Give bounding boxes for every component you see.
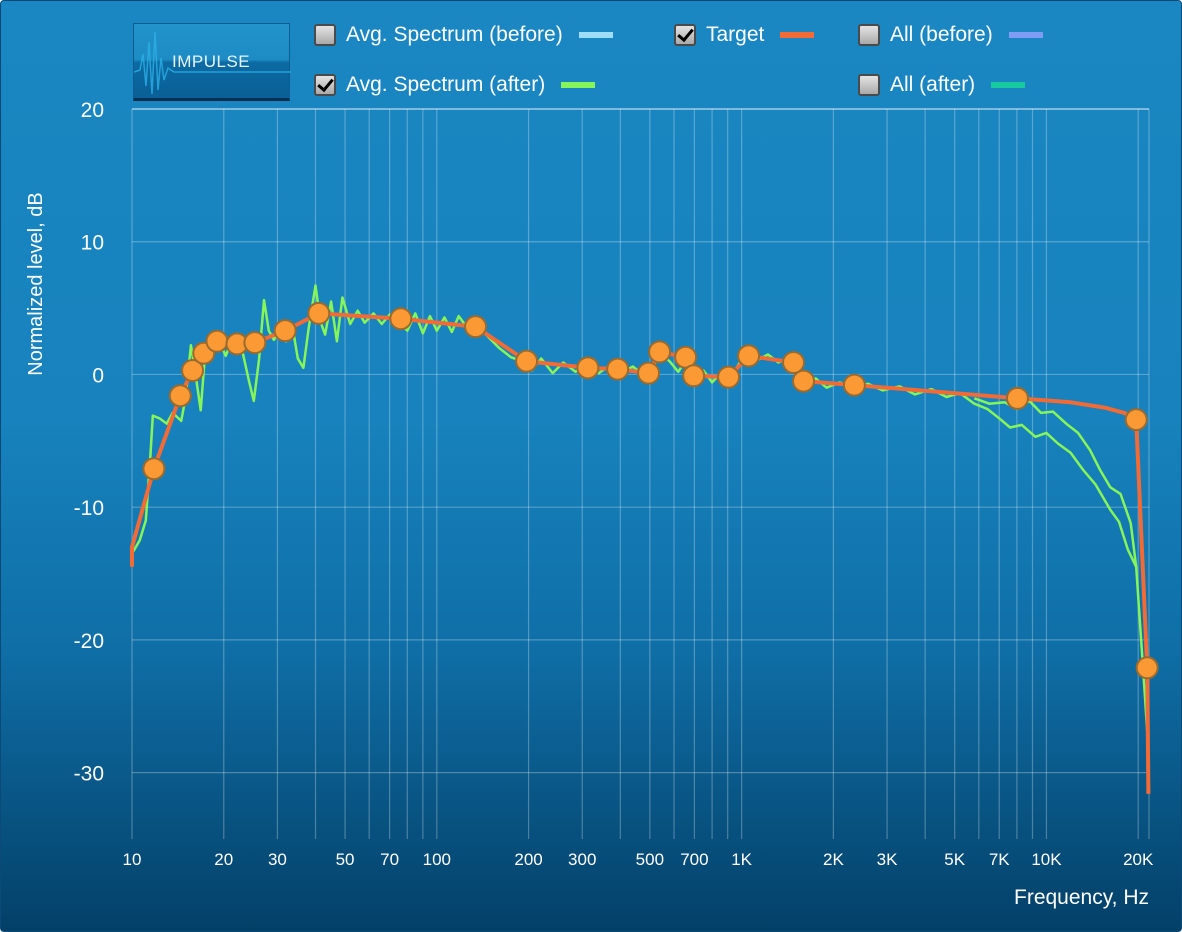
x-tick-label: 2K xyxy=(823,850,844,869)
target-control-point[interactable] xyxy=(273,319,297,343)
y-tick-label: -10 xyxy=(74,497,104,520)
target-curve xyxy=(130,311,1151,794)
target-control-point[interactable] xyxy=(307,301,331,325)
target-control-point[interactable] xyxy=(515,349,539,373)
target-control-point[interactable] xyxy=(606,357,630,381)
target-control-point[interactable] xyxy=(717,365,741,389)
legend-avg-before[interactable]: Avg. Spectrum (before) xyxy=(314,23,613,47)
legend-label: Avg. Spectrum (before) xyxy=(346,23,563,46)
target-control-point[interactable] xyxy=(576,356,600,380)
legend-swatch xyxy=(1008,32,1043,38)
x-tick-label: 10 xyxy=(123,850,142,869)
legend-avg-after[interactable]: Avg. Spectrum (after) xyxy=(314,73,596,97)
y-tick-label: -30 xyxy=(74,763,104,786)
y-tick-label: 0 xyxy=(92,364,104,387)
target-control-point[interactable] xyxy=(243,331,267,355)
legend-swatch xyxy=(578,32,613,38)
legend-label: All (before) xyxy=(890,23,993,46)
x-tick-label: 5K xyxy=(944,850,965,869)
target-control-point[interactable] xyxy=(142,457,166,481)
legend-all-before[interactable]: All (before) xyxy=(858,23,1043,47)
target-control-point[interactable] xyxy=(637,361,661,385)
target-control-point[interactable] xyxy=(842,373,866,397)
x-tick-label: 7K xyxy=(989,850,1010,869)
legend-swatch xyxy=(991,82,1026,88)
checkbox-all-after[interactable] xyxy=(858,74,880,96)
target-control-point[interactable] xyxy=(1124,408,1148,432)
legend-label: All (after) xyxy=(890,73,976,96)
target-control-point[interactable] xyxy=(181,358,205,382)
target-control-point[interactable] xyxy=(782,351,806,375)
series-lines xyxy=(130,284,1151,794)
target-control-point[interactable] xyxy=(168,384,192,408)
grid xyxy=(131,108,1150,839)
y-tick-label: 20 xyxy=(81,99,104,122)
target-control-point[interactable] xyxy=(389,307,413,331)
x-tick-label: 1K xyxy=(731,850,752,869)
x-tick-label: 20 xyxy=(214,850,233,869)
legend-label: Target xyxy=(706,23,765,46)
target-control-point[interactable] xyxy=(737,344,761,368)
y-tick-label: 10 xyxy=(81,232,104,255)
impulse-button-label: IMPULSE xyxy=(172,52,251,71)
x-tick-label: 300 xyxy=(568,850,596,869)
target-control-point[interactable] xyxy=(682,364,706,388)
x-axis-label: Frequency, Hz xyxy=(1014,886,1149,909)
checkbox-avg-after[interactable] xyxy=(314,74,336,96)
y-tick-label: -20 xyxy=(74,630,104,653)
impulse-button[interactable]: IMPULSE xyxy=(133,23,291,101)
legend-swatch xyxy=(561,82,596,88)
legend-label: Avg. Spectrum (after) xyxy=(346,73,546,96)
x-tick-label: 70 xyxy=(380,850,399,869)
target-control-points[interactable] xyxy=(142,301,1159,680)
checkbox-all-before[interactable] xyxy=(858,24,880,46)
target-control-point[interactable] xyxy=(792,369,816,393)
y-axis-label: Normalized level, dB xyxy=(25,192,47,375)
target-control-point[interactable] xyxy=(1135,656,1159,680)
checkbox-target[interactable] xyxy=(674,24,696,46)
waveform-icon xyxy=(134,31,291,95)
x-tick-label: 100 xyxy=(423,850,451,869)
x-tick-label: 30 xyxy=(268,850,287,869)
legend-swatch xyxy=(780,32,815,38)
x-tick-label: 10K xyxy=(1031,850,1062,869)
x-tick-label: 500 xyxy=(636,850,664,869)
legend-all-after[interactable]: All (after) xyxy=(858,73,1026,97)
checkbox-avg-before[interactable] xyxy=(314,24,336,46)
x-tick-label: 50 xyxy=(336,850,355,869)
legend-target[interactable]: Target xyxy=(674,23,815,47)
avg-spectrum-after-curve xyxy=(130,284,1150,751)
y-tick-labels: 20 10 0 -10 -20 -30 xyxy=(74,99,104,786)
target-control-point[interactable] xyxy=(648,340,672,364)
x-tick-label: 20K xyxy=(1123,850,1154,869)
x-tick-label: 3K xyxy=(877,850,898,869)
x-tick-label: 700 xyxy=(680,850,708,869)
x-tick-label: 200 xyxy=(514,850,542,869)
target-control-point[interactable] xyxy=(1005,386,1029,410)
target-control-point[interactable] xyxy=(205,329,229,353)
target-control-point[interactable] xyxy=(464,315,488,339)
x-tick-labels: 10 20 30 50 70 100 200 300 500 700 1K 2K 3K 5K 7K 10K 20… xyxy=(123,850,1154,869)
avg-spectrum-after-curve xyxy=(973,397,1138,568)
